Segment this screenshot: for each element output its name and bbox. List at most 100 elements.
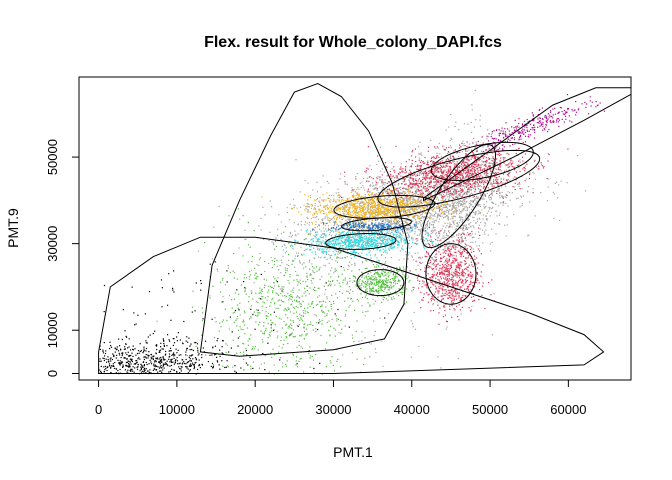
event-point (446, 170, 448, 172)
event-point (476, 200, 478, 202)
event-point (448, 209, 450, 211)
event-point (290, 319, 292, 321)
event-point (242, 342, 244, 345)
event-point (245, 287, 247, 289)
event-point (169, 370, 172, 373)
event-point (226, 365, 229, 367)
event-point (482, 181, 485, 184)
event-point (404, 213, 406, 215)
event-point (364, 290, 366, 292)
event-point (448, 198, 450, 200)
event-point (316, 181, 318, 183)
event-point (533, 172, 535, 175)
event-point (402, 209, 404, 211)
event-point (413, 211, 415, 213)
event-point (365, 289, 367, 291)
event-point (234, 310, 237, 312)
event-point (137, 363, 139, 366)
event-point (292, 354, 294, 356)
event-point (495, 168, 497, 170)
event-point (408, 173, 410, 175)
event-point (393, 277, 395, 279)
event-point (140, 367, 143, 369)
event-point (483, 198, 485, 200)
event-point (432, 240, 434, 243)
event-point (326, 215, 328, 217)
event-point (265, 329, 267, 331)
event-point (351, 242, 353, 244)
event-point (477, 198, 479, 200)
event-point (382, 223, 384, 225)
event-point (252, 313, 254, 316)
event-point (426, 213, 428, 215)
event-point (465, 153, 468, 155)
event-point (264, 261, 266, 263)
event-point (307, 229, 309, 231)
event-point (315, 353, 317, 356)
event-point (461, 220, 463, 222)
event-point (418, 283, 421, 285)
event-point (482, 169, 484, 171)
event-point (432, 210, 434, 212)
event-point (379, 197, 381, 199)
event-point (102, 352, 105, 354)
event-point (136, 366, 138, 368)
event-point (419, 171, 421, 173)
event-point (177, 349, 179, 351)
event-point (421, 210, 424, 212)
event-point (466, 189, 469, 191)
event-point (398, 225, 400, 227)
event-point (459, 177, 461, 179)
event-point (329, 232, 331, 234)
event-point (476, 143, 478, 145)
event-point (440, 367, 442, 369)
event-point (335, 192, 337, 194)
event-point (252, 367, 254, 369)
event-point (276, 337, 278, 339)
event-point (264, 297, 266, 299)
event-point (392, 246, 394, 248)
event-point (489, 193, 492, 195)
event-point (214, 317, 216, 319)
event-point (442, 192, 444, 194)
event-point (292, 248, 294, 250)
event-point (378, 260, 380, 262)
event-point (548, 129, 550, 131)
event-point (403, 213, 405, 215)
event-point (322, 310, 324, 313)
event-point (407, 216, 409, 218)
event-point (458, 193, 460, 195)
event-point (444, 213, 446, 215)
event-point (268, 262, 270, 265)
event-point (414, 184, 416, 186)
event-point (529, 201, 531, 203)
event-point (428, 220, 430, 222)
event-point (411, 202, 413, 204)
event-point (98, 369, 101, 371)
event-point (152, 333, 154, 335)
event-point (201, 307, 203, 309)
event-point (320, 204, 322, 206)
event-point (409, 214, 411, 216)
event-point (390, 297, 393, 299)
event-point (546, 200, 549, 202)
event-point (447, 204, 449, 206)
event-point (429, 180, 431, 182)
event-point (407, 227, 409, 229)
event-point (283, 231, 285, 233)
event-point (445, 211, 447, 213)
event-point (586, 103, 588, 105)
event-point (134, 367, 136, 369)
event-point (492, 141, 494, 143)
event-point (484, 194, 486, 196)
event-point (321, 309, 323, 311)
event-point (365, 172, 367, 174)
event-point (469, 188, 471, 190)
event-point (491, 202, 494, 204)
event-point (505, 133, 507, 135)
event-point (248, 276, 250, 278)
event-point (321, 276, 323, 278)
event-point (414, 187, 416, 189)
event-point (197, 351, 199, 353)
event-point (189, 364, 191, 366)
